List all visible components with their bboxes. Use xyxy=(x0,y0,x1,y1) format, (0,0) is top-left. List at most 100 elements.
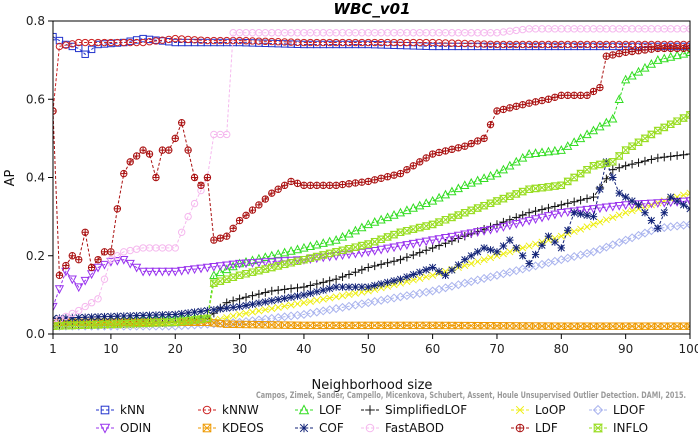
data-point xyxy=(557,232,565,240)
data-point xyxy=(524,216,534,226)
data-point xyxy=(75,44,83,53)
data-point xyxy=(215,267,225,277)
x-tick-label: 90 xyxy=(618,342,633,356)
data-point xyxy=(402,253,412,262)
data-point xyxy=(544,322,553,330)
data-point xyxy=(293,292,302,300)
data-point xyxy=(223,232,231,240)
data-point xyxy=(223,130,231,139)
data-point xyxy=(53,302,58,312)
data-point xyxy=(570,91,578,100)
data-point xyxy=(389,209,399,219)
data-point xyxy=(492,168,502,178)
data-point xyxy=(197,181,205,190)
data-point xyxy=(453,231,463,241)
x-axis: 1 10 20 30 40 50 60 70 80 90 100 xyxy=(49,334,698,356)
data-point xyxy=(107,248,115,256)
data-point xyxy=(435,148,443,157)
data-point xyxy=(390,277,398,285)
data-point xyxy=(660,152,669,162)
data-point xyxy=(216,234,224,242)
data-point xyxy=(319,295,327,303)
data-point xyxy=(666,152,675,161)
data-point xyxy=(602,216,610,224)
data-point xyxy=(646,226,656,236)
data-point xyxy=(575,133,586,143)
series-line xyxy=(53,28,690,323)
data-point xyxy=(627,233,637,243)
data-point xyxy=(281,302,289,310)
data-point xyxy=(589,212,598,221)
data-point xyxy=(659,53,669,63)
x-tick-label: 30 xyxy=(232,342,247,356)
data-point xyxy=(654,44,662,53)
legend-marker xyxy=(365,423,375,433)
data-point xyxy=(511,266,521,276)
data-point xyxy=(177,119,186,127)
data-point xyxy=(601,117,611,127)
data-point xyxy=(480,134,488,143)
data-point xyxy=(505,192,515,200)
legend-item-kdeos: KDEOS xyxy=(198,421,264,434)
data-point xyxy=(556,255,566,265)
data-point xyxy=(660,44,668,53)
data-point xyxy=(641,322,649,330)
data-point xyxy=(345,180,353,188)
data-point xyxy=(596,185,604,193)
data-point xyxy=(184,146,192,154)
data-point xyxy=(492,270,502,280)
legend-item-cof: COF xyxy=(295,421,344,434)
series-odin xyxy=(53,197,690,312)
data-point xyxy=(583,211,591,220)
data-point xyxy=(421,246,431,255)
data-point xyxy=(313,181,321,190)
data-point xyxy=(306,289,315,298)
data-point xyxy=(364,321,372,330)
data-point xyxy=(557,244,566,252)
data-point xyxy=(268,297,276,305)
data-point xyxy=(646,199,657,209)
legend-marker xyxy=(100,405,110,415)
data-point xyxy=(351,243,360,251)
data-point xyxy=(254,266,264,275)
data-point xyxy=(280,260,290,269)
data-point xyxy=(608,240,618,250)
data-point xyxy=(158,311,167,319)
data-point xyxy=(383,233,392,241)
data-point xyxy=(524,208,534,217)
data-point xyxy=(196,264,206,274)
data-point xyxy=(448,145,456,154)
data-point xyxy=(453,183,463,193)
data-point xyxy=(389,243,399,253)
data-point xyxy=(54,285,65,295)
legend-marker xyxy=(592,404,604,416)
data-point xyxy=(376,235,386,244)
data-point xyxy=(653,153,663,163)
data-point xyxy=(267,286,276,296)
data-point xyxy=(68,309,77,318)
data-point xyxy=(351,283,360,291)
data-point xyxy=(486,246,495,254)
data-point xyxy=(184,309,192,317)
data-point xyxy=(550,202,560,211)
data-point xyxy=(395,242,406,252)
legend-marker xyxy=(515,405,525,415)
data-point xyxy=(319,278,328,287)
data-point xyxy=(287,293,295,301)
legend-item-loop: LoOP xyxy=(511,403,566,417)
data-point xyxy=(94,255,102,264)
data-point xyxy=(67,275,77,285)
data-point xyxy=(331,275,341,284)
data-point xyxy=(641,209,649,217)
data-point xyxy=(640,156,650,166)
data-point xyxy=(345,290,353,299)
data-point xyxy=(223,304,231,312)
data-point xyxy=(615,189,623,197)
data-point xyxy=(582,205,592,215)
data-point xyxy=(210,306,218,314)
series-line xyxy=(53,51,690,323)
data-point xyxy=(351,289,359,297)
data-point xyxy=(81,50,89,58)
data-point xyxy=(563,141,573,150)
data-point xyxy=(370,217,380,226)
